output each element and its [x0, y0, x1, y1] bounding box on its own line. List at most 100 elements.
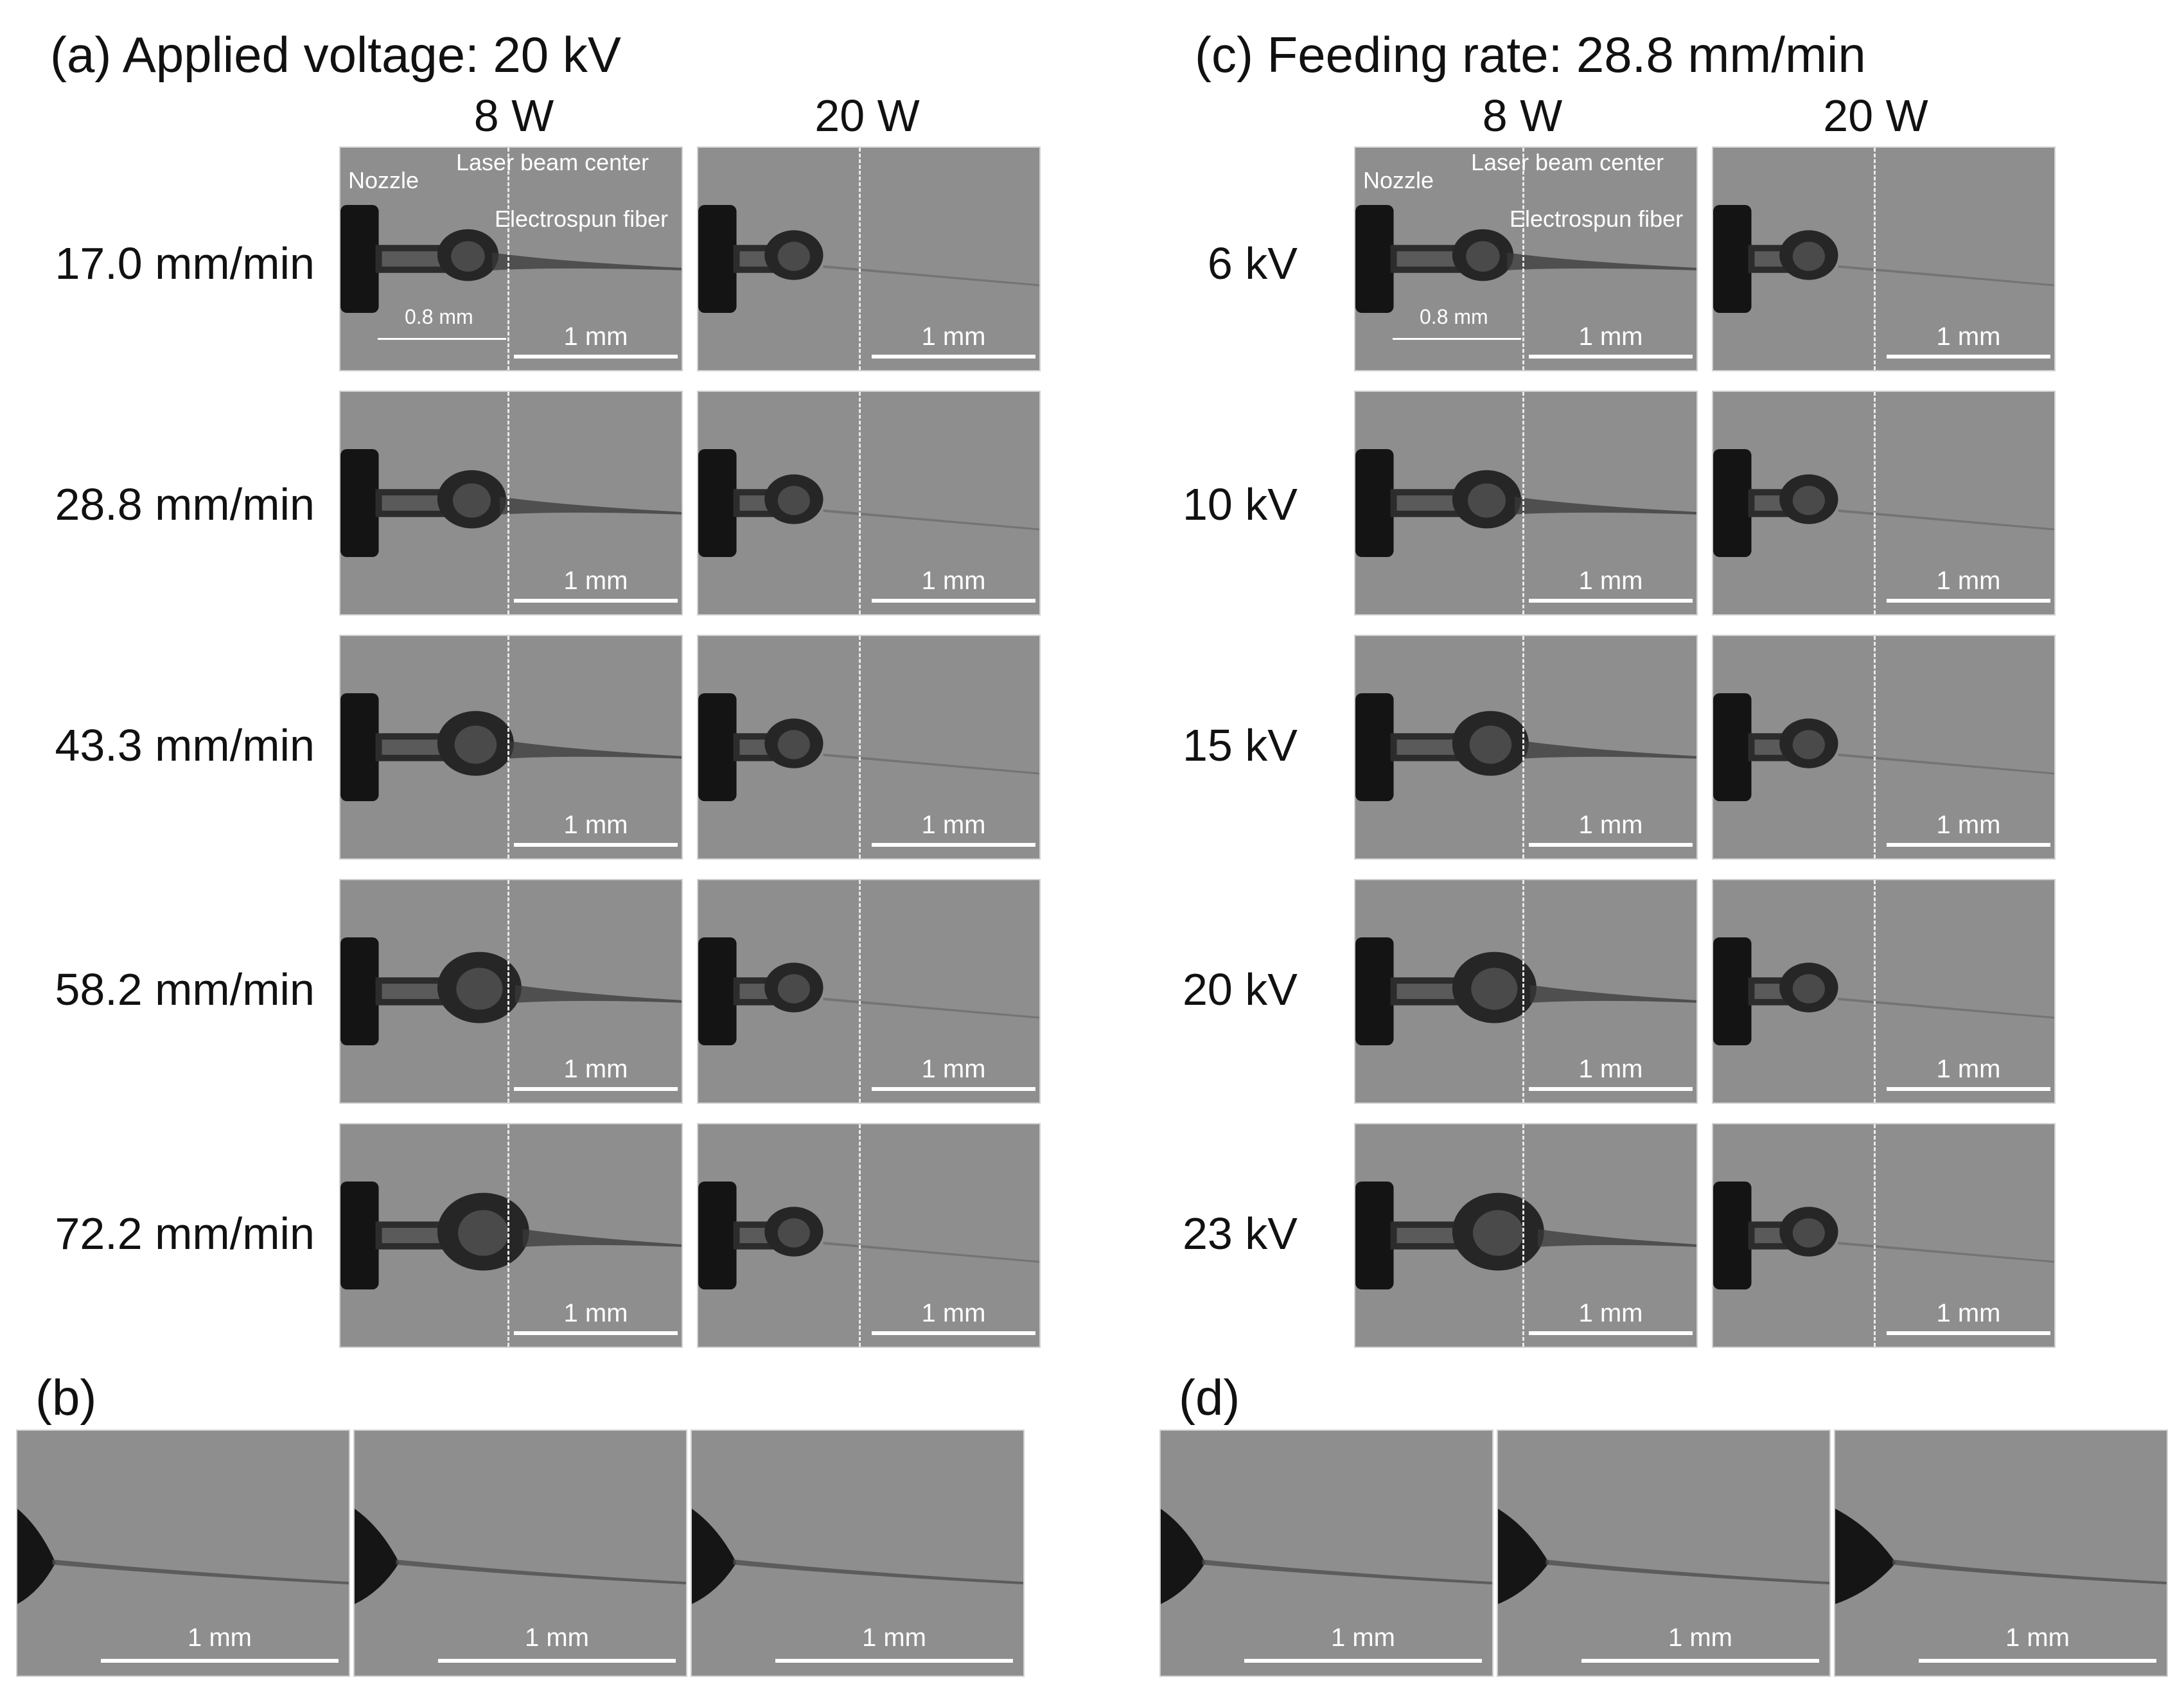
- scale-bar-label: 1 mm: [563, 811, 628, 839]
- scale-bar: [1529, 843, 1693, 847]
- scale-bar: [872, 1087, 1035, 1091]
- micrograph-c-8w-row1: 1 mm: [1354, 391, 1698, 615]
- micrograph-a-20w-row4: 1 mm: [697, 1123, 1041, 1348]
- scale-bar-label: 1 mm: [921, 567, 986, 595]
- row-label-right-0: 6 kV: [1207, 238, 1298, 288]
- laser-center-line: [507, 1124, 509, 1347]
- distance-annotation: 0.8 mm: [405, 305, 473, 328]
- laser-center-annotation: Laser beam center: [1471, 149, 1664, 175]
- scale-bar: [1244, 1659, 1482, 1663]
- scale-bar-label: 1 mm: [525, 1624, 589, 1652]
- row-label-left-3: 58.2 mm/min: [55, 964, 315, 1014]
- laser-center-line: [1522, 880, 1524, 1102]
- laser-center-line: [1874, 636, 1876, 858]
- micrograph-c-20w-row1: 1 mm: [1712, 391, 2056, 615]
- scale-bar-label: 1 mm: [921, 323, 986, 351]
- laser-center-line: [1874, 392, 1876, 614]
- laser-center-line: [1522, 1124, 1524, 1347]
- scale-bar-label: 1 mm: [1578, 567, 1643, 595]
- laser-center-line: [507, 392, 509, 614]
- laser-center-annotation: Laser beam center: [456, 149, 649, 175]
- scale-bar-label: 1 mm: [921, 1299, 986, 1327]
- row-label-left-4: 72.2 mm/min: [55, 1208, 315, 1259]
- micrograph-a-20w-row1: 1 mm: [697, 391, 1041, 615]
- micrograph-c-8w-row0: 1 mm Nozzle Laser beam center Electrospun f…: [1354, 146, 1698, 371]
- row-label-left-1: 28.8 mm/min: [55, 479, 315, 529]
- micrograph-a-8w-row1: 1 mm: [339, 391, 683, 615]
- micrograph-c-8w-row3: 1 mm: [1354, 879, 1698, 1104]
- scale-bar-label: 1 mm: [563, 1055, 628, 1083]
- scale-bar-label: 1 mm: [563, 567, 628, 595]
- laser-center-line: [859, 880, 861, 1102]
- zoom-micrograph-d-0: 1 mm: [1159, 1430, 1493, 1677]
- laser-center-line: [1874, 1124, 1876, 1347]
- row-label-right-4: 23 kV: [1183, 1208, 1298, 1259]
- panel-b-label: (b): [35, 1369, 97, 1426]
- scale-bar-label: 1 mm: [862, 1624, 926, 1652]
- scale-bar-label: 1 mm: [921, 1055, 986, 1083]
- scale-bar-label: 1 mm: [1936, 1055, 2001, 1083]
- laser-center-line: [1522, 392, 1524, 614]
- col-header-20w-right: 20 W: [1823, 91, 1928, 141]
- scale-bar-label: 1 mm: [1578, 1299, 1643, 1327]
- row-label-left-2: 43.3 mm/min: [55, 720, 315, 770]
- fiber-annotation: Electrospun fiber: [1510, 206, 1684, 232]
- scale-bar: [514, 843, 678, 847]
- scale-bar: [1887, 843, 2050, 847]
- scale-bar: [514, 355, 678, 359]
- micrograph-c-20w-row4: 1 mm: [1712, 1123, 2056, 1348]
- micrograph-c-20w-row0: 1 mm: [1712, 146, 2056, 371]
- fiber-annotation: Electrospun fiber: [495, 206, 669, 232]
- panel-c-title: (c) Feeding rate: 28.8 mm/min: [1195, 26, 1866, 83]
- scale-bar-label: 1 mm: [1936, 567, 2001, 595]
- micrograph-a-20w-row2: 1 mm: [697, 635, 1041, 860]
- scale-bar-label: 1 mm: [1578, 811, 1643, 839]
- row-label-right-3: 20 kV: [1183, 964, 1298, 1014]
- scale-bar: [1529, 355, 1693, 359]
- laser-center-line: [859, 1124, 861, 1347]
- zoom-micrograph-b-0: 1 mm: [16, 1430, 350, 1677]
- scale-bar: [1887, 355, 2050, 359]
- laser-center-line: [1874, 148, 1876, 370]
- laser-center-line: [859, 392, 861, 614]
- scale-bar: [775, 1659, 1013, 1663]
- distance-annotation: 0.8 mm: [1420, 305, 1488, 328]
- nozzle-annotation: Nozzle: [348, 167, 419, 193]
- scale-bar-label: 1 mm: [188, 1624, 252, 1652]
- laser-center-line: [507, 636, 509, 858]
- micrograph-a-8w-row2: 1 mm: [339, 635, 683, 860]
- micrograph-a-20w-row3: 1 mm: [697, 879, 1041, 1104]
- panel-a-title: (a) Applied voltage: 20 kV: [50, 26, 621, 83]
- scale-bar: [1581, 1659, 1819, 1663]
- scale-bar-label: 1 mm: [563, 1299, 628, 1327]
- scale-bar: [1529, 1087, 1693, 1091]
- col-header-20w-left: 20 W: [815, 91, 920, 141]
- micrograph-a-8w-row3: 1 mm: [339, 879, 683, 1104]
- laser-center-line: [859, 148, 861, 370]
- scale-bar: [1529, 1331, 1693, 1335]
- scale-bar: [101, 1659, 339, 1663]
- nozzle-annotation: Nozzle: [1363, 167, 1434, 193]
- col-header-8w-right: 8 W: [1482, 91, 1563, 141]
- scale-bar-label: 1 mm: [1936, 323, 2001, 351]
- scale-bar-label: 1 mm: [563, 323, 628, 351]
- scale-bar: [1887, 1087, 2050, 1091]
- scale-bar: [438, 1659, 676, 1663]
- micrograph-c-8w-row2: 1 mm: [1354, 635, 1698, 860]
- scale-bar: [1887, 1331, 2050, 1335]
- row-label-right-2: 15 kV: [1183, 720, 1298, 770]
- scale-bar: [872, 599, 1035, 603]
- row-label-left-0: 17.0 mm/min: [55, 238, 315, 288]
- scale-bar: [514, 599, 678, 603]
- micrograph-a-8w-row4: 1 mm: [339, 1123, 683, 1348]
- scale-bar: [514, 1087, 678, 1091]
- micrograph-c-8w-row4: 1 mm: [1354, 1123, 1698, 1348]
- scale-bar-label: 1 mm: [1936, 1299, 2001, 1327]
- scale-bar-label: 1 mm: [1668, 1624, 1732, 1652]
- scale-bar: [1529, 599, 1693, 603]
- scale-bar-label: 1 mm: [1936, 811, 2001, 839]
- laser-center-line: [507, 148, 509, 370]
- laser-center-line: [859, 636, 861, 858]
- scale-bar: [1887, 599, 2050, 603]
- scale-bar-label: 1 mm: [1331, 1624, 1395, 1652]
